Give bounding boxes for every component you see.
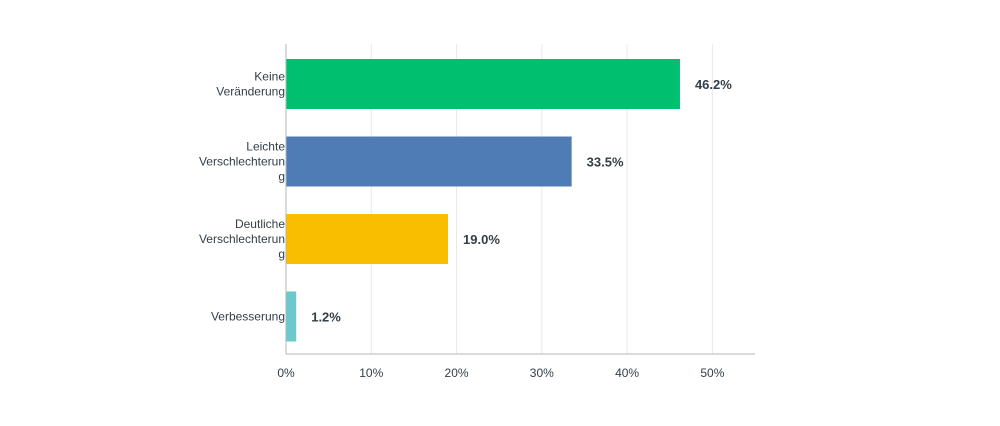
data-label: 19.0% <box>463 232 500 247</box>
data-label: 33.5% <box>587 155 624 170</box>
bar-3 <box>286 214 449 264</box>
x-tick-labels: 0% 10% 20% 30% 40% 50% <box>277 366 724 380</box>
category-labels: Keine Veränderung Leichte Verschlechterun g D… <box>199 70 285 324</box>
category-label: Leichte Verschlechterun g <box>199 140 285 184</box>
category-label: Verbesserung <box>211 310 285 324</box>
data-labels: 46.2% 33.5% 19.0% 1.2% <box>311 77 732 325</box>
data-label: 1.2% <box>311 310 341 325</box>
bar-1 <box>286 59 680 109</box>
x-tick-label: 0% <box>277 366 295 380</box>
data-label: 46.2% <box>695 77 732 92</box>
x-tick-label: 50% <box>700 366 724 380</box>
bar-4 <box>286 291 297 342</box>
axes <box>285 44 755 355</box>
category-label: Keine Veränderung <box>216 70 285 99</box>
x-tick-label: 10% <box>359 366 383 380</box>
category-label: Deutliche Verschlechterun g <box>199 217 285 261</box>
x-tick-label: 30% <box>530 366 554 380</box>
x-tick-label: 40% <box>615 366 639 380</box>
bar-2 <box>286 136 572 187</box>
bars <box>286 59 680 342</box>
x-tick-label: 20% <box>445 366 469 380</box>
